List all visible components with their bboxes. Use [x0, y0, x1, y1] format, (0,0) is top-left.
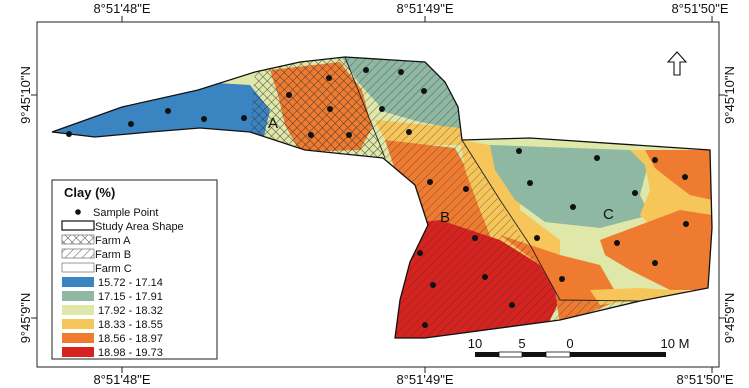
- right-axis-label: 9°45'10"N: [722, 66, 737, 124]
- legend-item-label: Farm A: [95, 235, 131, 247]
- legend-class-swatch: [62, 305, 94, 315]
- right-axis-label: 9°45'9"N: [722, 293, 737, 344]
- sample-point: [128, 121, 134, 127]
- sample-point: [509, 302, 515, 308]
- study-area-outline: [51, 56, 713, 339]
- class-fill: [645, 150, 712, 200]
- class-fill: [52, 82, 270, 150]
- frame-ticks: [31, 16, 725, 373]
- legend-item-label: Farm C: [95, 263, 132, 275]
- sample-point: [406, 129, 412, 135]
- top-axis-label: 8°51'49"E: [396, 1, 453, 16]
- sample-point: [398, 69, 404, 75]
- scale-label: 10: [468, 336, 482, 351]
- scale-label: 5: [518, 336, 525, 351]
- legend-blank-swatch: [61, 262, 95, 273]
- legend-class-label: 18.98 - 19.73: [98, 347, 163, 359]
- legend-title: Clay (%): [64, 185, 115, 200]
- sample-point: [363, 67, 369, 73]
- legend-class-swatch: [62, 277, 94, 287]
- farm-a-hatch: [250, 57, 385, 158]
- top-axis-label: 8°51'48"E: [93, 1, 150, 16]
- farm-boundaries: [344, 56, 641, 302]
- north-arrow-icon: [666, 51, 688, 76]
- sample-point: [632, 190, 638, 196]
- bottom-axis-label: 8°51'49"E: [396, 372, 453, 387]
- sample-point: [463, 186, 469, 192]
- sample-point: [516, 148, 522, 154]
- legend-point-symbol: [75, 209, 81, 215]
- sample-point: [422, 322, 428, 328]
- legend-diagonal-swatch: [61, 248, 95, 259]
- sample-point: [346, 132, 352, 138]
- legend-class-label: 18.56 - 18.97: [98, 333, 163, 345]
- legend-class-swatch: [62, 333, 94, 343]
- legend-crosshatch-swatch: [61, 234, 95, 245]
- sample-point: [482, 274, 488, 280]
- sample-point: [652, 157, 658, 163]
- sample-point: [570, 204, 576, 210]
- left-axis-label: 9°45'10"N: [18, 66, 33, 124]
- sample-points: [66, 67, 689, 328]
- sample-point: [614, 240, 620, 246]
- sample-point: [527, 180, 533, 186]
- class-fill: [600, 210, 712, 290]
- legend: Clay (%) Sample Point Study Area Shape F…: [51, 179, 218, 360]
- sample-point: [534, 235, 540, 241]
- legend-class-label: 18.33 - 18.55: [98, 319, 163, 331]
- legend-outline-swatch: [61, 220, 95, 231]
- scale-bar: 10 5 0 10 M: [468, 336, 690, 358]
- legend-item-label: Study Area Shape: [95, 221, 184, 233]
- sample-point: [682, 174, 688, 180]
- legend-class-label: 17.15 - 17.91: [98, 291, 163, 303]
- sample-point: [430, 282, 436, 288]
- sample-point: [594, 155, 600, 161]
- legend-class-swatch: [62, 291, 94, 301]
- sample-point: [165, 108, 171, 114]
- legend-item-label: Farm B: [95, 249, 131, 261]
- legend-class-swatch: [62, 319, 94, 329]
- sample-point: [326, 75, 332, 81]
- scale-label: 0: [566, 336, 573, 351]
- class-fill: [490, 145, 650, 228]
- sample-point: [421, 88, 427, 94]
- sample-point: [472, 235, 478, 241]
- legend-class-swatch: [62, 347, 94, 357]
- bottom-axis-label: 8°51'50"E: [676, 372, 733, 387]
- scale-label: 10 M: [661, 336, 690, 351]
- sample-point: [652, 260, 658, 266]
- sample-point: [308, 132, 314, 138]
- left-axis-label: 9°45'9"N: [18, 293, 33, 344]
- sample-point: [427, 179, 433, 185]
- farm-b-hatch: [345, 57, 640, 338]
- map-frame: [36, 21, 720, 368]
- zone-label-a: A: [268, 115, 278, 132]
- sample-point: [379, 106, 385, 112]
- zone-label-c: C: [603, 206, 614, 223]
- sample-point: [683, 221, 689, 227]
- sample-point: [241, 115, 247, 121]
- legend-item-label: Sample Point: [93, 207, 158, 219]
- sample-point: [66, 131, 72, 137]
- bottom-axis-label: 8°51'48"E: [93, 372, 150, 387]
- sample-point: [201, 116, 207, 122]
- zone-label-b: B: [440, 209, 450, 226]
- legend-class-label: 17.92 - 18.32: [98, 305, 163, 317]
- sample-point: [327, 106, 333, 112]
- sample-point: [417, 250, 423, 256]
- sample-point: [559, 276, 565, 282]
- top-axis-label: 8°51'50"E: [671, 1, 728, 16]
- legend-class-label: 15.72 - 17.14: [98, 277, 163, 289]
- sample-point: [286, 92, 292, 98]
